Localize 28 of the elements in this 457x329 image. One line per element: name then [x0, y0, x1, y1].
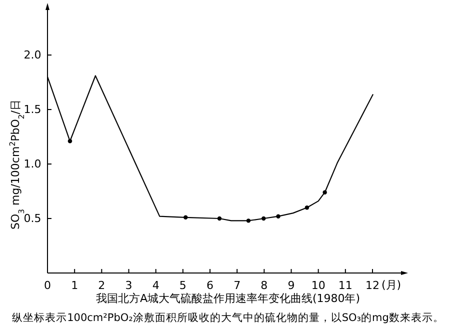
point [262, 216, 266, 221]
x-tick-label: 0 [44, 279, 51, 292]
text: 纵坐标表示100cm²PbO₂涂敷面积所吸收的大气中的硫化物的量，以SO₃的mg数来表示。 [12, 311, 444, 324]
y-tick-label: 1.5 [24, 103, 42, 116]
x-tick-label: 10 [311, 279, 326, 292]
x-tick-label: 5 [179, 279, 186, 292]
point [217, 216, 222, 221]
x-tick-label: 11 [338, 279, 352, 292]
x-tick-label: 6 [206, 279, 214, 292]
x-tick-label: 4 [152, 279, 160, 292]
y-tick-label: 0.5 [24, 212, 42, 226]
point [276, 214, 280, 218]
y-tick-label: 1.0 [24, 158, 42, 171]
point [68, 139, 72, 144]
x-tick-label: 2 [98, 279, 106, 292]
x-tick-label: 1 [71, 279, 78, 292]
point [304, 206, 310, 210]
x-axis-title: (月) [382, 278, 402, 292]
x-tick-label: 7 [234, 279, 241, 292]
y-tick-label: 2.0 [24, 48, 42, 62]
point [184, 215, 188, 220]
x-tick-label: 8 [260, 279, 268, 292]
x-tick-label: 3 [125, 279, 132, 292]
x-tick-label: 9 [288, 279, 295, 292]
point [246, 218, 251, 223]
text: 我国北方A城大气硫酸盐作用速率年变化曲线(1980年) [96, 292, 360, 305]
x-tick-label: 12 [366, 279, 380, 292]
point [322, 190, 327, 194]
